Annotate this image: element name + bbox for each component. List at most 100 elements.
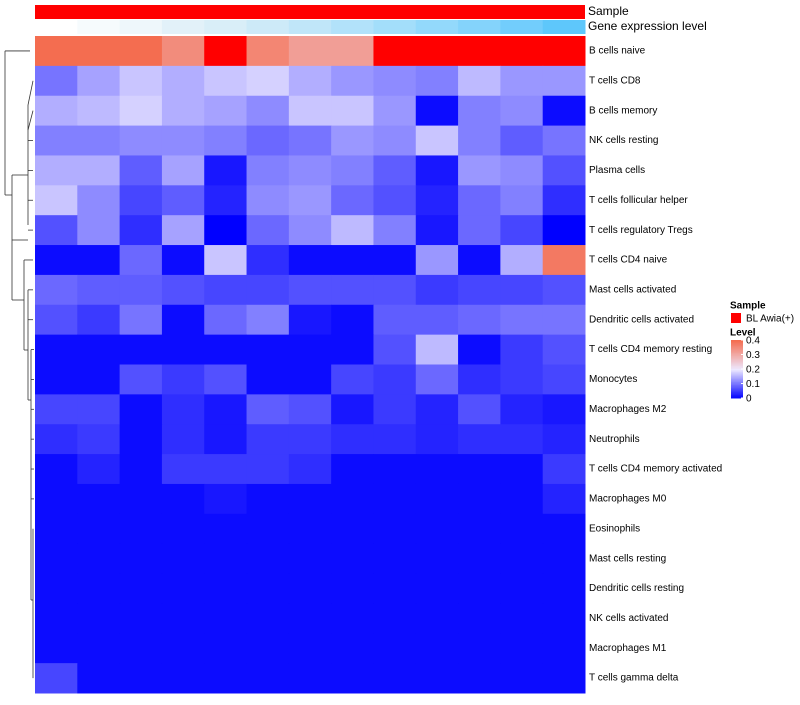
legend-tick-label: 0.3 [746,350,760,361]
heatmap-cell [35,633,78,664]
dendrogram-branch [27,80,34,106]
heatmap-cell [373,155,417,186]
heatmap-cell [35,483,78,515]
legend-sample-title: Sample [730,301,766,312]
heatmap-cell [77,633,121,664]
heatmap-cell [161,364,205,395]
heatmap-cell [415,424,459,455]
heatmap-cell [204,633,248,664]
legend-gradient-step [731,379,743,382]
heatmap-cell [542,633,586,664]
row-label: Neutrophils [589,434,640,445]
legend-gradient-step [731,355,743,358]
heatmap-cell [500,185,544,216]
heatmap-cell [77,274,121,306]
heatmap-cell [35,334,78,365]
heatmap-cell [35,65,78,97]
heatmap-cell [500,543,544,575]
heatmap-cell [246,185,290,216]
legend-level-title: Level [730,328,756,339]
heatmap-cell [542,215,586,246]
heatmap-cell [458,185,501,216]
heatmap-cell [542,36,586,67]
heatmap-cell [373,573,417,604]
heatmap-cell [246,483,290,515]
heatmap-cell [415,364,459,395]
heatmap-cell [373,274,417,306]
heatmap-cell [288,274,332,306]
heatmap-cell [331,483,374,515]
heatmap-cell [35,274,78,306]
legend-gradient-step [731,354,743,357]
heatmap-cell [373,633,417,664]
legend-gradient-step [731,369,743,371]
heatmap-cell [373,543,417,575]
heatmap-cell [119,543,163,575]
heatmap-cell [119,513,163,545]
heatmap-cell [77,454,121,485]
legend-gradient-step [731,358,743,361]
heatmap-cell [204,663,248,694]
heatmap-cell [458,454,501,485]
heatmap-cell [161,454,205,485]
heatmap-cell [77,424,121,455]
legend-gradient-step [731,350,743,353]
heatmap-cell [246,633,290,664]
heatmap-cell [415,125,459,156]
heatmap-cell [119,603,163,634]
heatmap-cell [500,483,544,515]
expression-annotation-cell [288,20,332,34]
heatmap-cell [500,424,544,455]
heatmap-cell [246,36,290,67]
heatmap-cell [77,95,121,127]
heatmap-cell [161,543,205,575]
legend-gradient-step [731,348,743,351]
heatmap-cell [35,424,78,455]
heatmap-cell [500,513,544,545]
heatmap-cell [288,215,332,246]
heatmap-cell [415,513,459,545]
heatmap-cell [246,454,290,485]
heatmap-cell [458,663,501,694]
heatmap-cell [77,394,121,425]
heatmap-cell [288,185,332,216]
heatmap-cell [415,543,459,575]
heatmap-cell [542,573,586,604]
heatmap-cell [288,304,332,336]
expression-annotation-cell [542,20,586,34]
heatmap-cell [500,65,544,97]
heatmap-cell [331,245,374,276]
expression-annotation-cell [458,20,501,34]
heatmap-cell [35,364,78,395]
legend-gradient-step [731,384,743,387]
heatmap-cell [246,274,290,306]
legend-gradient-step [731,340,743,342]
heatmap-cell [331,364,374,395]
heatmap-cell [77,245,121,276]
legend-gradient-step [731,345,743,348]
heatmap-cell [415,36,459,67]
heatmap-cell [331,334,374,365]
heatmap-cell [246,543,290,575]
legend-tick-label: 0.4 [746,336,760,347]
legend-gradient-step [731,370,743,373]
heatmap-cell [458,95,501,127]
heatmap-cell [331,155,374,186]
legend-gradient-step [731,363,743,366]
heatmap-cell [35,215,78,246]
legend-tick-label: 0.1 [746,379,760,390]
legend-gradient-step [731,357,743,360]
heatmap-cell [119,663,163,694]
heatmap-cell [500,394,544,425]
legend-gradient-step [731,361,743,364]
heatmap-cell [204,543,248,575]
heatmap-cell [458,334,501,365]
legend-gradient-step [731,342,743,345]
legend-gradient-step [731,377,743,380]
heatmap-cell [500,95,544,127]
legend-gradient-step [731,380,743,383]
heatmap-cell [288,603,332,634]
heatmap-cell [500,633,544,664]
heatmap-cell [331,573,374,604]
heatmap-cell [119,483,163,515]
